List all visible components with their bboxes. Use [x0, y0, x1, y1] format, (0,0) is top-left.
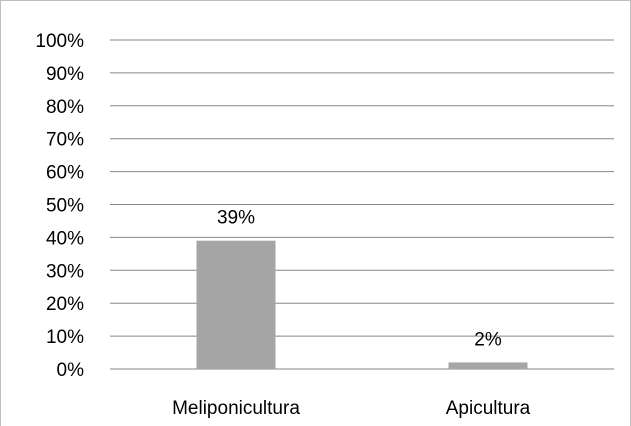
y-tick-label: 30%: [46, 261, 84, 282]
y-tick-label: 60%: [46, 163, 84, 184]
y-tick-label: 100%: [35, 31, 84, 52]
y-tick-label: 20%: [46, 294, 84, 315]
y-tick-label: 40%: [46, 228, 84, 249]
data-label: 39%: [217, 208, 255, 229]
y-tick-label: 10%: [46, 327, 84, 348]
y-tick-label: 0%: [57, 360, 85, 381]
y-tick-label: 50%: [46, 196, 84, 217]
category-labels: Meliponicultura Apicultura: [172, 398, 531, 419]
bar-meliponicultura: [196, 240, 276, 369]
category-label: Meliponicultura: [172, 398, 300, 419]
data-label: 2%: [474, 329, 502, 350]
y-axis-tick-labels: 0% 10% 20% 30% 40% 50% 60% 70% 80% 90% 100%: [35, 31, 84, 381]
category-label: Apicultura: [446, 398, 531, 419]
bar-apicultura: [448, 362, 528, 369]
y-tick-label: 70%: [46, 130, 84, 151]
gridlines: [110, 39, 614, 370]
y-tick-label: 90%: [46, 64, 84, 85]
data-labels: 39% 2%: [217, 208, 502, 351]
y-tick-label: 80%: [46, 97, 84, 118]
bars: [196, 240, 528, 369]
